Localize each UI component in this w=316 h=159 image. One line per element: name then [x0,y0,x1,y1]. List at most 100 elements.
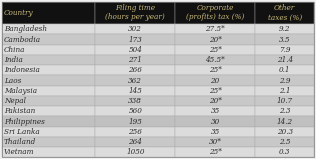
Text: 338: 338 [128,97,142,105]
Text: 2.3: 2.3 [279,107,290,115]
Bar [175,137,255,147]
Bar [95,96,175,106]
Bar [95,34,175,45]
Bar [2,106,95,116]
Bar [255,2,314,24]
Text: 20.3: 20.3 [276,128,293,136]
Text: 2.5: 2.5 [279,138,290,146]
Bar [2,96,95,106]
Text: 256: 256 [128,128,142,136]
Bar [255,34,314,45]
Text: 21.4: 21.4 [276,56,293,64]
Text: 3.5: 3.5 [279,35,290,44]
Text: Bangladesh: Bangladesh [4,25,47,33]
Text: Laos: Laos [4,76,21,85]
Bar [175,116,255,127]
Bar [255,65,314,75]
Text: Cambodia: Cambodia [4,35,41,44]
Text: 25*: 25* [209,46,222,54]
Bar [95,106,175,116]
Text: 30*: 30* [209,138,222,146]
Text: 9.2: 9.2 [279,25,290,33]
Text: Corporate
(profits) tax (%): Corporate (profits) tax (%) [186,4,244,21]
Text: 30: 30 [210,118,220,125]
Text: 2.9: 2.9 [279,76,290,85]
Bar [175,24,255,34]
Text: Philippines: Philippines [4,118,45,125]
Text: 27.5*: 27.5* [205,25,225,33]
Text: 0.1: 0.1 [279,66,290,74]
Bar [175,86,255,96]
Bar [255,106,314,116]
Bar [255,45,314,55]
Text: 25*: 25* [209,87,222,95]
Text: 14.2: 14.2 [276,118,293,125]
Text: 1050: 1050 [126,148,144,156]
Bar [2,2,95,24]
Bar [175,127,255,137]
Text: Nepal: Nepal [4,97,26,105]
Text: 25*: 25* [209,148,222,156]
Text: Sri Lanka: Sri Lanka [4,128,40,136]
Bar [175,55,255,65]
Bar [95,127,175,137]
Text: 362: 362 [128,76,142,85]
Bar [2,24,95,34]
Bar [95,86,175,96]
Bar [255,127,314,137]
Bar [175,2,255,24]
Bar [2,45,95,55]
Text: 264: 264 [128,138,142,146]
Text: 145: 145 [128,87,142,95]
Bar [255,147,314,157]
Text: 173: 173 [128,35,142,44]
Bar [255,116,314,127]
Text: Malaysia: Malaysia [4,87,37,95]
Bar [175,65,255,75]
Bar [255,55,314,65]
Text: 35: 35 [210,128,220,136]
Bar [255,75,314,86]
Text: Thailand: Thailand [4,138,36,146]
Bar [95,65,175,75]
Text: Indonesia: Indonesia [4,66,40,74]
Text: 271: 271 [128,56,142,64]
Bar [95,147,175,157]
Text: 10.7: 10.7 [276,97,293,105]
Text: Vietnam: Vietnam [4,148,35,156]
Text: 25*: 25* [209,66,222,74]
Bar [95,75,175,86]
Bar [2,147,95,157]
Text: Country: Country [4,9,34,17]
Bar [2,34,95,45]
Bar [255,24,314,34]
Bar [255,137,314,147]
Bar [2,137,95,147]
Bar [95,116,175,127]
Bar [255,96,314,106]
Bar [2,127,95,137]
Bar [175,45,255,55]
Text: 20*: 20* [209,97,222,105]
Bar [2,75,95,86]
Bar [95,55,175,65]
Text: Other
taxes (%): Other taxes (%) [268,4,302,21]
Text: Pakistan: Pakistan [4,107,35,115]
Bar [175,75,255,86]
Text: Filing time
(hours per year): Filing time (hours per year) [106,4,165,21]
Text: 266: 266 [128,66,142,74]
Bar [95,45,175,55]
Text: 7.9: 7.9 [279,46,290,54]
Text: India: India [4,56,23,64]
Text: 20: 20 [210,76,220,85]
Bar [2,116,95,127]
Text: 35: 35 [210,107,220,115]
Text: 20*: 20* [209,35,222,44]
Bar [95,2,175,24]
Bar [2,86,95,96]
Bar [95,137,175,147]
Text: 302: 302 [128,25,142,33]
Text: 504: 504 [128,46,142,54]
Bar [255,86,314,96]
Text: China: China [4,46,26,54]
